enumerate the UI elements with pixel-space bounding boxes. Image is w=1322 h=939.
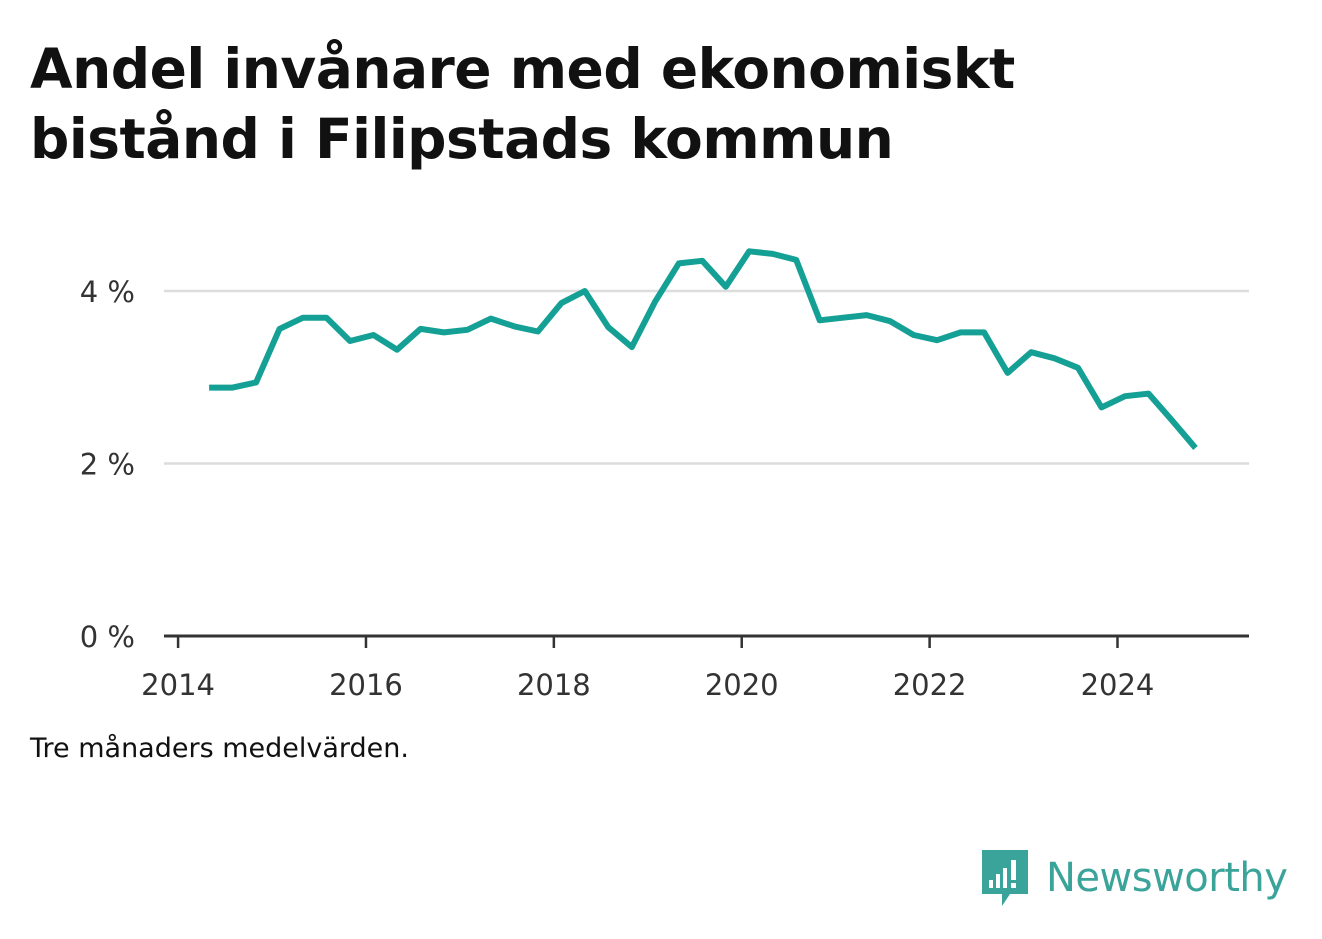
data-point: [699, 258, 705, 264]
data-point: [746, 248, 752, 254]
data-point: [911, 332, 917, 338]
y-tick-label: 0 %: [80, 620, 135, 654]
data-point: [864, 312, 870, 318]
data-point: [277, 326, 283, 332]
data-point: [817, 317, 823, 323]
data-point: [394, 347, 400, 353]
data-point: [629, 344, 635, 350]
y-tick-label: 2 %: [80, 448, 135, 482]
data-series: [206, 248, 1199, 451]
line-chart: 0 % 2 % 4 % 2014 2016 2018 2020 2022 2024: [80, 248, 1249, 702]
x-tick-label: 2018: [517, 668, 591, 702]
brand-logo[interactable]: Newsworthy: [980, 848, 1288, 908]
data-point: [464, 327, 470, 333]
data-point: [535, 329, 541, 335]
x-ticks: [176, 636, 1119, 648]
data-point: [1169, 417, 1175, 423]
data-point: [230, 385, 236, 391]
x-tick-labels: 2014 2016 2018 2020 2022 2024: [141, 668, 1154, 702]
y-tick-label: 4 %: [80, 275, 135, 309]
newsworthy-logo-icon: [982, 850, 1028, 906]
data-point: [934, 337, 940, 343]
x-tick-label: 2024: [1081, 668, 1155, 702]
x-tick-label: 2014: [141, 668, 215, 702]
data-point: [253, 379, 259, 385]
data-point: [1193, 445, 1199, 451]
data-point: [1052, 355, 1058, 361]
data-point: [887, 318, 893, 324]
data-point: [300, 315, 306, 321]
x-tick-label: 2022: [893, 668, 967, 702]
x-tick-label: 2016: [329, 668, 403, 702]
data-point: [441, 329, 447, 335]
data-point: [981, 329, 987, 335]
x-tick-label: 2020: [705, 668, 779, 702]
data-point: [558, 300, 564, 306]
series-line: [209, 248, 1198, 450]
data-point: [1075, 365, 1081, 371]
data-point: [1099, 404, 1105, 410]
data-point: [1005, 370, 1011, 376]
data-point: [324, 315, 330, 321]
data-point: [488, 316, 494, 322]
data-point: [1146, 391, 1152, 397]
data-point: [1028, 349, 1034, 355]
data-point: [770, 251, 776, 257]
data-point: [652, 298, 658, 304]
brand-name: Newsworthy: [1046, 855, 1288, 901]
chart-title: Andel invånare med ekonomiskt bistånd i …: [30, 37, 1015, 171]
data-point: [676, 260, 682, 266]
data-point: [840, 315, 846, 321]
data-point: [511, 323, 517, 329]
data-point: [605, 324, 611, 330]
y-grid-lines: [164, 289, 1249, 465]
data-point: [1122, 393, 1128, 399]
data-point: [723, 284, 729, 290]
chart-note: Tre månaders medelvärden.: [30, 733, 409, 764]
data-point: [582, 288, 588, 294]
y-tick-labels: 0 % 2 % 4 %: [80, 275, 135, 654]
data-point: [206, 385, 212, 391]
data-point: [958, 329, 964, 335]
data-point: [371, 332, 377, 338]
data-point: [347, 338, 353, 344]
data-point: [793, 257, 799, 263]
data-point: [418, 326, 424, 332]
